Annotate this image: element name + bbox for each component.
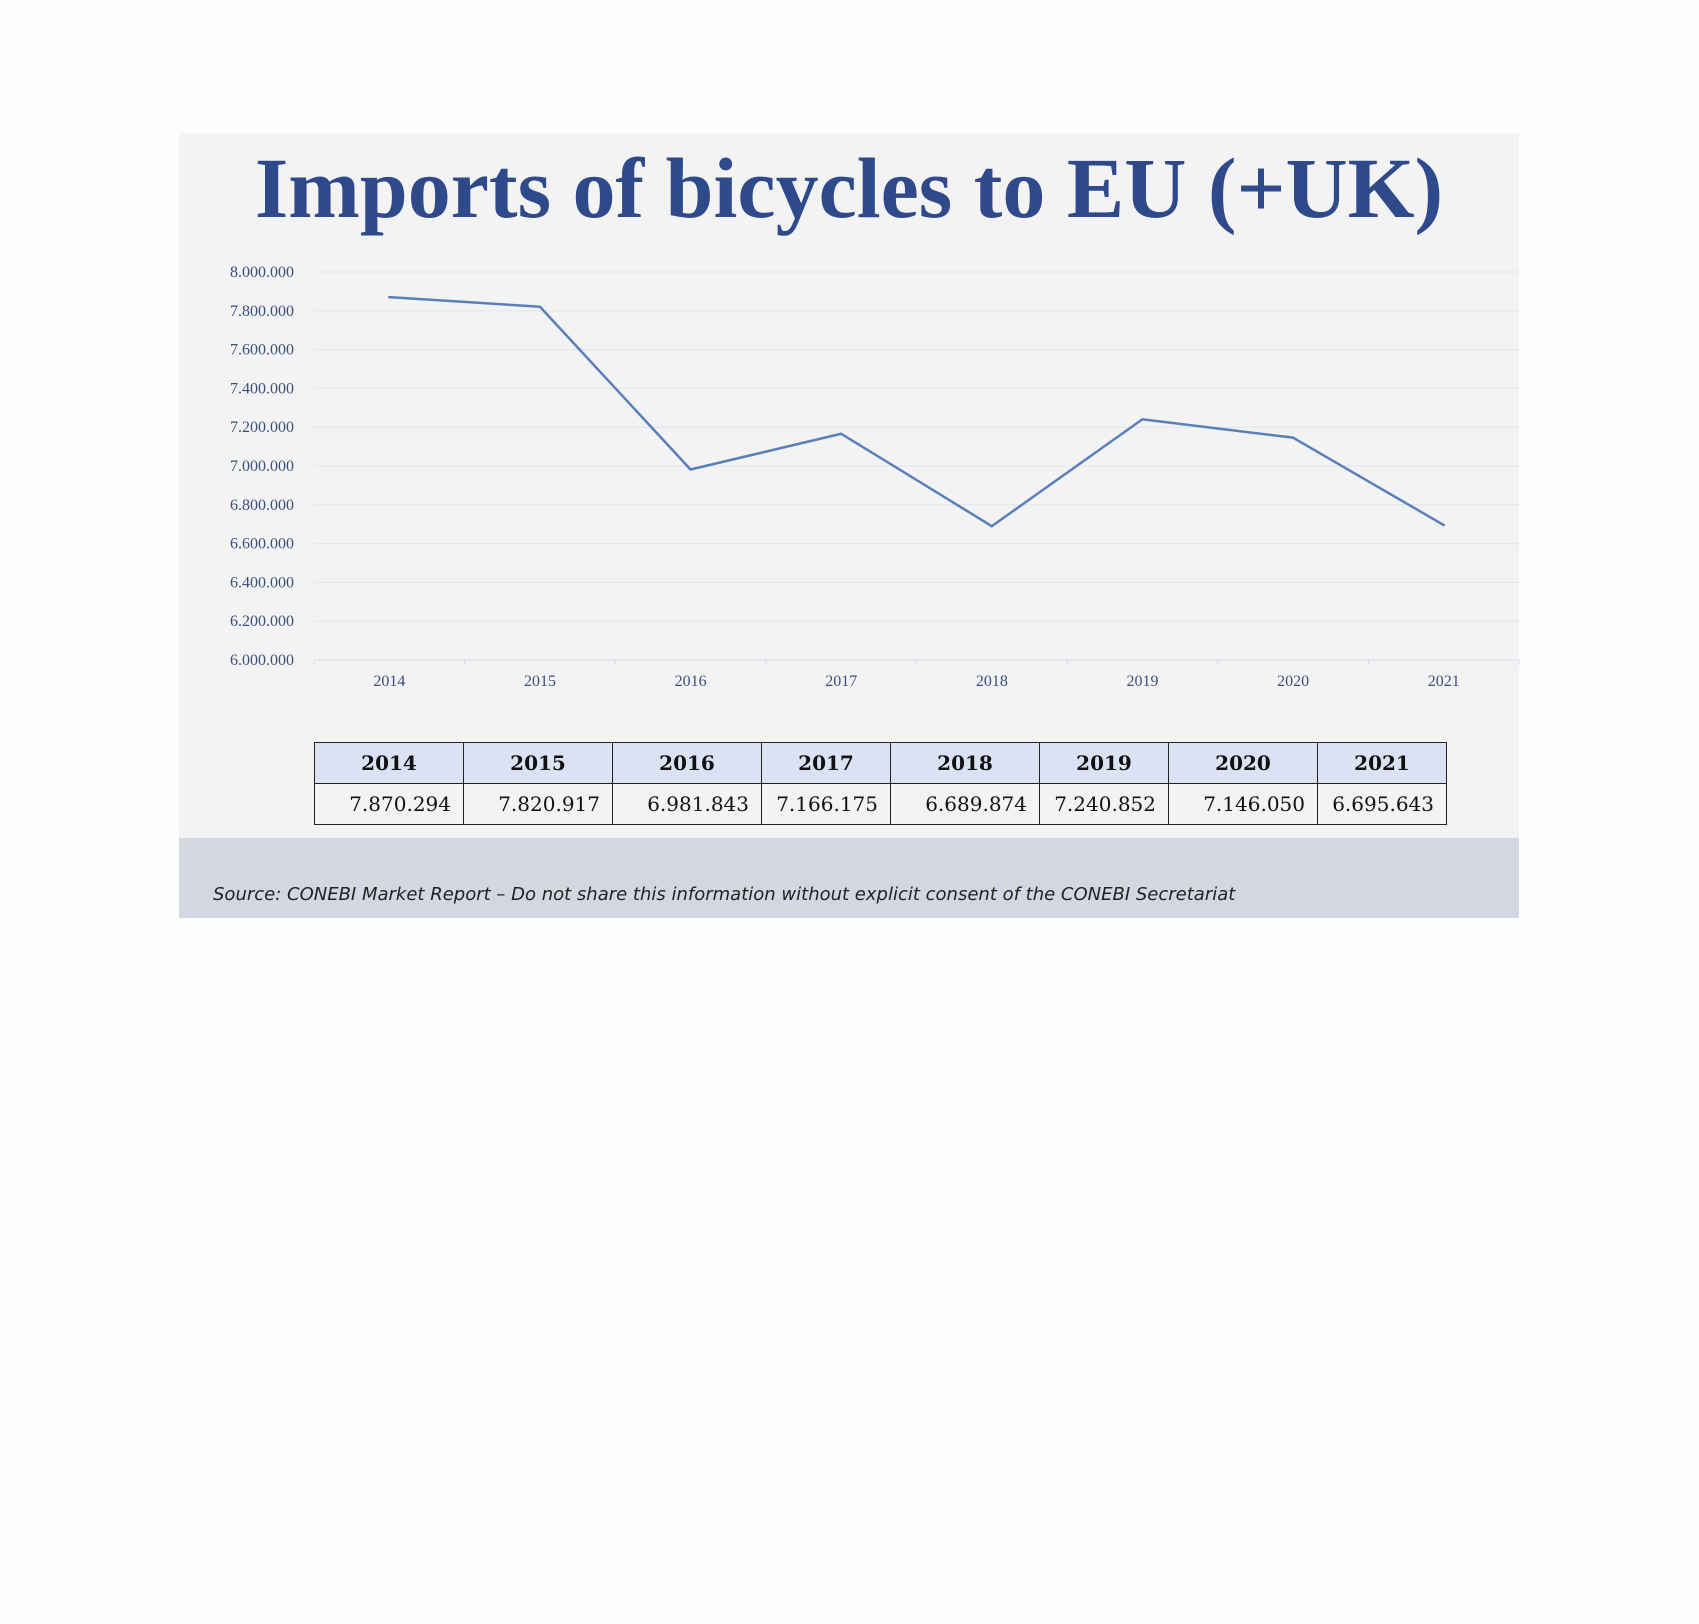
data-point <box>1442 523 1445 527</box>
data-point <box>839 432 843 435</box>
x-tick-label: 2020 <box>1277 673 1309 690</box>
x-tick-label: 2015 <box>524 673 556 690</box>
table-header-cell: 2017 <box>761 742 891 784</box>
table-cell: 7.146.050 <box>1168 783 1318 825</box>
table-header-cell: 2020 <box>1168 742 1318 784</box>
table-cell: 7.870.294 <box>314 783 464 825</box>
y-tick-label: 6.400.000 <box>230 574 294 591</box>
table-header-cell: 2016 <box>612 742 762 784</box>
y-tick-label: 7.200.000 <box>230 419 294 436</box>
table-header-row: 2014 2015 2016 2017 2018 2019 2020 2021 <box>314 742 1447 784</box>
y-tick-label: 6.600.000 <box>230 536 294 553</box>
data-point <box>1141 418 1144 421</box>
table-header-cell: 2015 <box>463 742 613 784</box>
y-tick-label: 6.800.000 <box>230 497 294 514</box>
series-line <box>388 295 1445 528</box>
table-cell: 6.689.874 <box>890 783 1040 825</box>
line-chart: 6.000.000 6.200.000 6.400.000 6.600.000 6.80… <box>230 264 1520 690</box>
data-table: 2014 2015 2016 2017 2018 2019 2020 2021 … <box>314 742 1447 825</box>
y-tick-label: 7.400.000 <box>230 380 294 397</box>
table-header-cell: 2014 <box>314 742 464 784</box>
x-tick-label: 2019 <box>1126 673 1158 690</box>
table-header-cell: 2018 <box>890 742 1040 784</box>
data-point <box>538 305 542 308</box>
table-cell: 6.981.843 <box>612 783 762 825</box>
x-tick-label: 2014 <box>373 673 405 690</box>
table-header-cell: 2019 <box>1039 742 1169 784</box>
table-cell: 6.695.643 <box>1317 783 1447 825</box>
y-tick-label: 7.600.000 <box>230 342 294 359</box>
slide: Imports of bicycles to EU (+UK) 6.000.00… <box>179 133 1520 918</box>
data-point <box>689 468 692 471</box>
y-tick-label: 6.000.000 <box>230 652 294 669</box>
chart-title: Imports of bicycles to EU (+UK) <box>254 140 1444 236</box>
x-tick-label: 2017 <box>825 673 857 690</box>
data-point <box>388 295 391 299</box>
data-point <box>1291 436 1295 439</box>
table-row: 7.870.294 7.820.917 6.981.843 7.166.175 … <box>314 783 1447 825</box>
table-cell: 7.820.917 <box>463 783 613 825</box>
y-tick-label: 7.000.000 <box>230 458 294 475</box>
y-tick-label: 8.000.000 <box>230 264 294 281</box>
data-point <box>990 524 994 528</box>
x-tick-label: 2018 <box>976 673 1008 690</box>
y-tick-label: 6.200.000 <box>230 613 294 630</box>
y-tick-label: 7.800.000 <box>230 303 294 320</box>
source-footer: Source: CONEBI Market Report – Do not sh… <box>179 838 1519 918</box>
table-header-cell: 2021 <box>1317 742 1447 784</box>
x-tick-label: 2016 <box>675 673 707 690</box>
source-text: Source: CONEBI Market Report – Do not sh… <box>213 884 1236 905</box>
x-tick-label: 2021 <box>1428 673 1460 690</box>
table-cell: 7.240.852 <box>1039 783 1169 825</box>
table-cell: 7.166.175 <box>761 783 891 825</box>
